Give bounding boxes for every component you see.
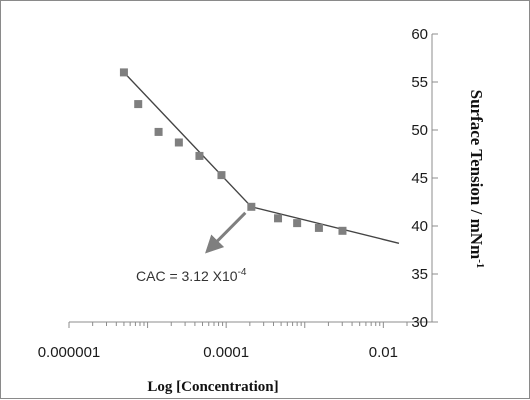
y-axis-title-exponent: -1 <box>474 259 486 268</box>
y-tick-label: 35 <box>411 266 428 283</box>
fit-line <box>251 206 400 244</box>
fit-line <box>123 71 252 208</box>
x-axis-title: Log [Concentration] <box>147 379 278 395</box>
data-point <box>293 219 302 228</box>
x-tick-label: 0.0001 <box>203 344 249 361</box>
y-ticks-group: 30 35 40 45 50 55 60 <box>411 26 438 331</box>
fit-lines-group <box>123 71 400 244</box>
data-point <box>119 68 128 77</box>
annotations-group: CAC = 3.12 X10-4 <box>136 211 247 284</box>
data-points-group <box>119 68 347 235</box>
cac-annotation: CAC = 3.12 X10-4 <box>136 267 247 284</box>
y-tick-label: 60 <box>411 26 428 43</box>
y-tick-label: 50 <box>411 122 428 139</box>
y-tick-label: 40 <box>411 218 428 235</box>
y-tick-label: 55 <box>411 74 428 91</box>
data-point <box>195 151 204 160</box>
cac-annotation-main: CAC = 3.12 X10 <box>136 268 238 284</box>
x-ticks-group: 0.000001 0.0001 0.01 <box>38 322 408 361</box>
axes-group <box>69 34 433 323</box>
y-axis-title-main: Surface Tension / mNm <box>467 90 486 260</box>
data-point <box>217 171 226 180</box>
x-tick-label: 0.01 <box>369 344 398 361</box>
y-tick-label: 30 <box>411 314 428 331</box>
data-point <box>154 127 163 136</box>
x-tick-label: 0.000001 <box>38 344 101 361</box>
cac-annotation-exponent: -4 <box>238 267 247 278</box>
cac-arrow <box>205 211 247 254</box>
y-tick-label: 45 <box>411 170 428 187</box>
y-axis-title: Surface Tension / mNm-1 <box>467 90 486 269</box>
data-point <box>314 223 323 232</box>
data-point <box>174 138 183 147</box>
data-point <box>338 226 347 235</box>
data-point <box>274 214 283 223</box>
data-point <box>134 100 143 109</box>
data-point <box>247 202 256 211</box>
